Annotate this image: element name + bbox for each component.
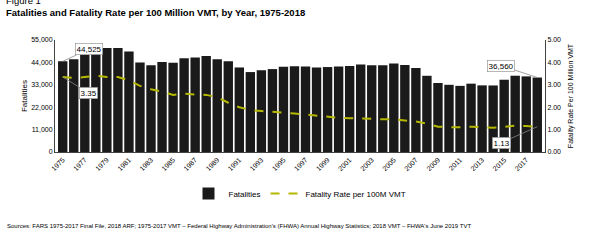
svg-text:Fatalities: Fatalities xyxy=(20,80,29,112)
svg-text:44,525: 44,525 xyxy=(77,45,102,54)
svg-text:Sources: FARS 1975-2017 Final: Sources: FARS 1975-2017 Final File, 2018… xyxy=(7,223,471,229)
svg-text:55,000: 55,000 xyxy=(31,36,53,43)
svg-text:2003: 2003 xyxy=(359,156,375,172)
svg-text:1977: 1977 xyxy=(72,156,88,172)
svg-text:2011: 2011 xyxy=(448,156,464,172)
svg-text:0.00: 0.00 xyxy=(547,148,561,155)
svg-text:1997: 1997 xyxy=(293,156,309,172)
svg-text:1979: 1979 xyxy=(94,156,110,172)
svg-text:1995: 1995 xyxy=(271,156,287,172)
svg-text:3.35: 3.35 xyxy=(81,89,97,98)
svg-text:1989: 1989 xyxy=(204,156,220,172)
svg-text:Figure 1Fatalities and Fatalit: Figure 1Fatalities and Fatality Rate per… xyxy=(6,0,305,18)
svg-text:33,000: 33,000 xyxy=(31,81,53,88)
svg-text:22,000: 22,000 xyxy=(31,104,53,111)
svg-text:0: 0 xyxy=(49,148,53,155)
svg-text:4.00: 4.00 xyxy=(547,59,561,66)
svg-text:2015: 2015 xyxy=(491,156,507,172)
svg-text:1991: 1991 xyxy=(227,156,243,172)
svg-text:Fatalities: Fatalities xyxy=(229,190,261,199)
svg-text:2.00: 2.00 xyxy=(547,104,561,111)
svg-text:2017: 2017 xyxy=(513,156,529,172)
svg-text:2007: 2007 xyxy=(403,156,419,172)
svg-text:44,000: 44,000 xyxy=(31,59,53,66)
svg-text:2009: 2009 xyxy=(425,156,441,172)
svg-text:5.00: 5.00 xyxy=(547,36,561,43)
svg-text:2005: 2005 xyxy=(381,156,397,172)
svg-text:3.00: 3.00 xyxy=(547,81,561,88)
svg-text:Fatality Rate per 100M VMT: Fatality Rate per 100M VMT xyxy=(306,190,406,199)
svg-text:1983: 1983 xyxy=(138,156,154,172)
svg-text:1985: 1985 xyxy=(160,156,176,172)
svg-text:1.13: 1.13 xyxy=(494,139,510,148)
svg-text:36,560: 36,560 xyxy=(489,62,514,71)
svg-text:1999: 1999 xyxy=(315,156,331,172)
svg-text:1993: 1993 xyxy=(249,156,265,172)
svg-text:1975: 1975 xyxy=(50,156,66,172)
svg-text:2001: 2001 xyxy=(337,156,353,172)
svg-text:2013: 2013 xyxy=(469,156,485,172)
svg-text:1981: 1981 xyxy=(116,156,132,172)
svg-text:11,000: 11,000 xyxy=(32,126,53,133)
svg-text:1.00: 1.00 xyxy=(547,126,561,133)
svg-text:1987: 1987 xyxy=(182,156,198,172)
svg-text:Fatality Rate Per 100 Million: Fatality Rate Per 100 Million VMT xyxy=(567,43,575,148)
